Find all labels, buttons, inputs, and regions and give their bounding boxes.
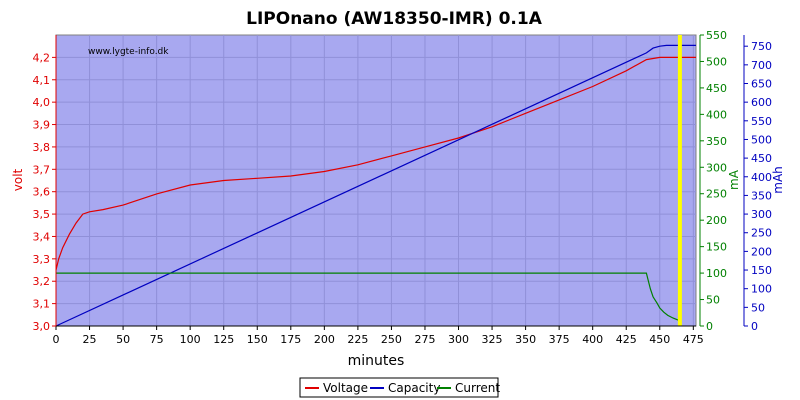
- left-axis: 3,0 3,1 3,2 3,3 3,4 3,5 3,6 3,7 3,8 3,9 4,0 4,1 4,2: [33, 35, 57, 333]
- right-mah-tick-label: 750: [751, 40, 772, 53]
- right-axis-ma-label: mA: [727, 169, 741, 190]
- right-ma-tick-label: 150: [706, 241, 727, 254]
- marker-line: [677, 35, 682, 326]
- right-mah-tick-label: 250: [751, 227, 772, 240]
- left-tick-label: 3,3: [33, 253, 51, 266]
- right-axis-mah: 0 50 100 150 200 250 300 350 400 450 500 550 600 650 7…: [743, 35, 772, 333]
- right-mah-tick-label: 350: [751, 189, 772, 202]
- right-mah-tick-label: 650: [751, 78, 772, 91]
- x-axis: 0 25 50 75 100 125 150 175 200 225 250 275 300 325 350…: [53, 325, 704, 346]
- watermark: www.lygte-info.dk: [88, 47, 169, 57]
- right-ma-tick-label: 200: [706, 214, 727, 227]
- series-capacity-line: [55, 44, 696, 327]
- series-layer: [55, 44, 696, 327]
- left-tick-label: 3,8: [33, 141, 51, 154]
- left-tick-label: 4,1: [33, 74, 51, 87]
- legend-box: [299, 377, 499, 398]
- left-tick-label: 3,0: [33, 320, 51, 333]
- left-tick-label: 3,9: [33, 119, 51, 132]
- series-current-line: [56, 272, 682, 327]
- x-tick-label: 275: [414, 333, 435, 346]
- chart-title: LIPOnano (AW18350-IMR) 0.1A: [246, 9, 543, 29]
- x-tick-label: 0: [53, 333, 60, 346]
- right-axis-mah-label: mAh: [771, 166, 785, 194]
- x-tick-label: 325: [482, 333, 503, 346]
- x-tick-label: 300: [448, 333, 469, 346]
- right-ma-tick-label: 300: [706, 161, 727, 174]
- left-tick-label: 3,7: [33, 163, 51, 176]
- x-axis-label: minutes: [348, 353, 405, 369]
- legend: Voltage Capacity Current: [299, 377, 500, 398]
- legend-label-voltage: Voltage: [323, 381, 368, 395]
- x-tick-label: 200: [314, 333, 335, 346]
- x-tick-label: 225: [347, 333, 368, 346]
- right-mah-tick-label: 150: [751, 264, 772, 277]
- right-mah-tick-label: 700: [751, 59, 772, 72]
- right-ma-tick-label: 500: [706, 55, 727, 68]
- x-tick-label: 175: [280, 333, 301, 346]
- right-mah-tick-label: 0: [751, 320, 758, 333]
- left-tick-label: 3,5: [33, 208, 51, 221]
- left-tick-label: 3,1: [33, 298, 51, 311]
- right-mah-tick-label: 450: [751, 152, 772, 165]
- left-tick-label: 3,2: [33, 275, 51, 288]
- legend-label-current: Current: [455, 381, 500, 395]
- x-tick-label: 25: [83, 333, 97, 346]
- x-tick-label: 400: [582, 333, 603, 346]
- right-ma-tick-label: 50: [706, 294, 720, 307]
- x-tick-label: 50: [116, 333, 130, 346]
- series-voltage-line: [55, 56, 696, 271]
- x-tick-label: 150: [247, 333, 268, 346]
- x-tick-label: 250: [381, 333, 402, 346]
- left-tick-label: 4,0: [33, 96, 51, 109]
- x-tick-label: 125: [213, 333, 234, 346]
- right-mah-tick-label: 500: [751, 133, 772, 146]
- right-mah-tick-label: 50: [751, 301, 765, 314]
- left-tick-label: 3,4: [33, 230, 51, 243]
- left-tick-label: 4,2: [33, 51, 51, 64]
- legend-label-capacity: Capacity: [388, 381, 440, 395]
- right-mah-tick-label: 300: [751, 208, 772, 221]
- right-ma-tick-label: 400: [706, 108, 727, 121]
- right-axis-ma: 0 50 100 150 200 250 300 350 400 450 500 550: [699, 29, 727, 333]
- right-ma-tick-label: 0: [706, 320, 713, 333]
- right-mah-tick-label: 600: [751, 96, 772, 109]
- right-mah-tick-label: 550: [751, 115, 772, 128]
- x-tick-label: 475: [683, 333, 704, 346]
- x-tick-label: 375: [549, 333, 570, 346]
- right-mah-tick-label: 400: [751, 171, 772, 184]
- right-mah-tick-label: 200: [751, 245, 772, 258]
- x-tick-label: 100: [180, 333, 201, 346]
- x-tick-label: 450: [649, 333, 670, 346]
- plot-area: [55, 34, 697, 327]
- right-mah-tick-label: 100: [751, 283, 772, 296]
- right-ma-tick-label: 550: [706, 29, 727, 42]
- grid-lines: [56, 35, 696, 326]
- right-ma-tick-label: 450: [706, 82, 727, 95]
- right-ma-tick-label: 250: [706, 188, 727, 201]
- right-ma-tick-label: 100: [706, 267, 727, 280]
- left-tick-label: 3,6: [33, 186, 51, 199]
- right-ma-tick-label: 350: [706, 135, 727, 148]
- x-tick-label: 350: [515, 333, 536, 346]
- left-axis-label: volt: [11, 168, 25, 191]
- x-tick-label: 75: [150, 333, 164, 346]
- x-tick-label: 425: [616, 333, 637, 346]
